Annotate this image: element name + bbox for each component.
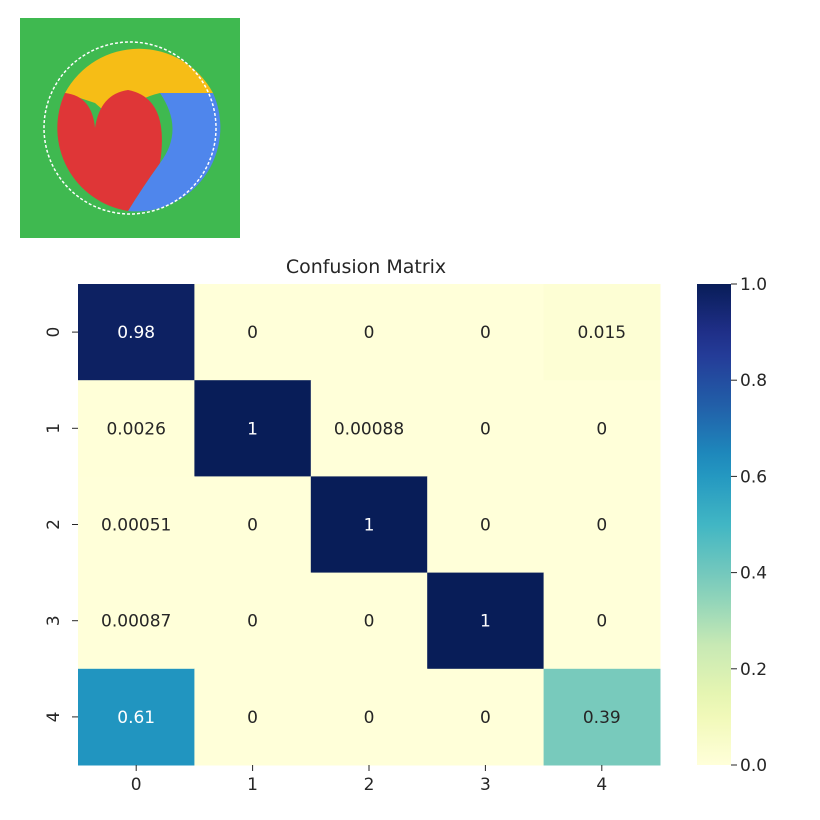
x-tick-label-4: 4	[596, 775, 607, 795]
cell-annotation-0-0: 0.98	[117, 323, 155, 343]
heatmap-cell-3-0	[78, 572, 195, 670]
cell-annotation-3-4: 0	[596, 612, 607, 632]
cell-annotation-3-1: 0	[247, 612, 258, 632]
heatmap-cell-2-3	[427, 476, 545, 574]
cell-annotation-2-1: 0	[247, 516, 258, 536]
heatmap-cell-1-4	[543, 380, 661, 477]
colorbar-axis: 0.0 0.2 0.4 0.6 0.8 1.0	[731, 275, 767, 776]
heatmap-cells	[78, 284, 661, 766]
cell-annotation-4-3: 0	[480, 708, 491, 728]
cell-annotation-2-0: 0.00051	[101, 516, 171, 536]
cell-annotation-0-3: 0	[480, 323, 491, 343]
cell-annotation-1-3: 0	[480, 419, 491, 439]
cell-annotation-3-3: 1	[480, 612, 491, 632]
x-tick-label-2: 2	[364, 775, 375, 795]
cell-annotation-0-2: 0	[364, 323, 375, 343]
heatmap-cell-1-3	[427, 380, 545, 477]
heatmap-cell-1-0	[78, 380, 195, 477]
heatmap-cell-4-4	[543, 668, 661, 766]
heatmap-cell-0-0	[78, 284, 195, 381]
heatmap-cell-3-2	[310, 572, 428, 670]
heatmap-cell-4-2	[310, 668, 428, 766]
heatmap-cell-2-0	[78, 476, 195, 574]
y-tick-label-1: 1	[44, 423, 64, 434]
cell-annotation-1-4: 0	[596, 419, 607, 439]
heatmap-cell-2-2	[310, 476, 428, 574]
cell-annotation-2-4: 0	[596, 516, 607, 536]
cell-annotation-1-1: 1	[247, 419, 258, 439]
thumbnail-circle-outline	[43, 41, 217, 215]
x-axis: 0 1 2 3 4	[131, 765, 607, 795]
x-tick-label-0: 0	[131, 775, 142, 795]
colorbar	[697, 284, 731, 765]
heatmap-cell-3-3	[427, 572, 545, 670]
heatmap-cell-1-2	[310, 380, 428, 477]
thumbnail-yellow-segment	[65, 48, 213, 123]
heatmap-cell-4-1	[194, 668, 312, 766]
cell-annotation-4-2: 0	[364, 708, 375, 728]
colorbar-tick-label-1: 0.2	[740, 660, 767, 680]
heatmap-cell-0-2	[310, 284, 428, 381]
cell-annotation-3-2: 0	[364, 612, 375, 632]
heatmap-cell-0-4	[543, 284, 661, 381]
colorbar-tick-label-5: 1.0	[740, 275, 767, 295]
heatmap-cell-2-1	[194, 476, 312, 574]
x-tick-label-3: 3	[480, 775, 491, 795]
cell-annotation-2-3: 0	[480, 516, 491, 536]
y-tick-label-2: 2	[44, 519, 64, 530]
y-tick-label-4: 4	[44, 711, 64, 722]
heatmap-cell-4-0	[78, 668, 195, 766]
cell-annotation-4-1: 0	[247, 708, 258, 728]
cell-annotation-0-4: 0.015	[577, 323, 626, 343]
y-tick-label-0: 0	[44, 327, 64, 338]
heatmap-cell-1-1	[194, 380, 312, 477]
colorbar-tick-label-0: 0.0	[740, 756, 767, 776]
colorbar-tick-label-3: 0.6	[740, 467, 767, 487]
heatmap-annotations: 0.98 0 0 0 0.015 0.0026 1 0.00088 0 0 0.00051 0 1 0 0 0…	[101, 323, 626, 728]
y-tick-label-3: 3	[44, 615, 64, 626]
heatmap-cell-0-1	[194, 284, 312, 381]
thumbnail-red-segment	[57, 90, 162, 211]
heatmap-cell-3-1	[194, 572, 312, 670]
colorbar-tick-label-4: 0.8	[740, 371, 767, 391]
cell-annotation-4-0: 0.61	[117, 708, 155, 728]
chart-title: Confusion Matrix	[286, 256, 446, 278]
cell-annotation-1-0: 0.0026	[106, 419, 165, 439]
heatmap-cell-0-3	[427, 284, 545, 381]
cell-annotation-2-2: 1	[364, 516, 375, 536]
heatmap-cell-2-4	[543, 476, 661, 574]
cell-annotation-0-1: 0	[247, 323, 258, 343]
cell-annotation-4-4: 0.39	[583, 708, 621, 728]
thumbnail-image	[20, 18, 240, 238]
cell-annotation-3-0: 0.00087	[101, 612, 171, 632]
x-tick-label-1: 1	[247, 775, 258, 795]
heatmap-cell-4-3	[427, 668, 545, 766]
cell-annotation-1-2: 0.00088	[334, 419, 404, 439]
heatmap-cell-3-4	[543, 572, 661, 670]
colorbar-tick-label-2: 0.4	[740, 564, 767, 584]
y-axis: 0 1 2 3 4	[44, 327, 78, 722]
